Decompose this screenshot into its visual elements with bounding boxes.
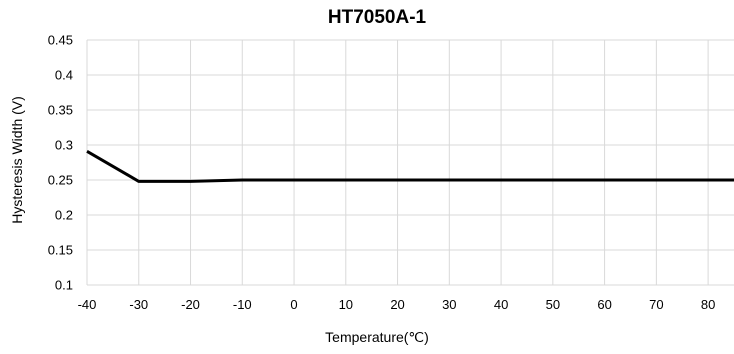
x-tick-label: -40 bbox=[78, 297, 97, 312]
x-tick-label: 80 bbox=[701, 297, 715, 312]
x-tick-label: 30 bbox=[442, 297, 456, 312]
y-tick-label: 0.2 bbox=[55, 208, 73, 223]
x-tick-label: -30 bbox=[129, 297, 148, 312]
x-axis-ticks: -40 -30 -20 -10 0 10 20 30 40 50 60 70 80 bbox=[78, 297, 716, 312]
x-tick-label: 50 bbox=[546, 297, 560, 312]
x-axis-label: Temperature(℃) bbox=[325, 329, 429, 345]
y-axis-ticks: 0.45 0.4 0.35 0.3 0.25 0.2 0.15 0.1 bbox=[48, 33, 73, 293]
series-line bbox=[87, 151, 734, 181]
data-series bbox=[87, 151, 734, 181]
y-tick-label: 0.35 bbox=[48, 103, 73, 118]
chart-title: HT7050A-1 bbox=[328, 7, 427, 28]
x-tick-label: -20 bbox=[181, 297, 200, 312]
x-tick-label: 70 bbox=[649, 297, 663, 312]
x-tick-label: 40 bbox=[494, 297, 508, 312]
x-tick-label: -10 bbox=[233, 297, 252, 312]
y-tick-label: 0.45 bbox=[48, 33, 73, 48]
y-tick-label: 0.3 bbox=[55, 138, 73, 153]
gridlines bbox=[87, 40, 734, 285]
x-tick-label: 60 bbox=[597, 297, 611, 312]
y-tick-label: 0.15 bbox=[48, 243, 73, 258]
x-tick-label: 20 bbox=[390, 297, 404, 312]
y-tick-label: 0.25 bbox=[48, 173, 73, 188]
y-axis-label: Hysteresis Width (V) bbox=[9, 96, 25, 224]
y-tick-label: 0.1 bbox=[55, 278, 73, 293]
x-tick-label: 10 bbox=[339, 297, 353, 312]
y-tick-label: 0.4 bbox=[55, 68, 73, 83]
x-tick-label: 0 bbox=[290, 297, 297, 312]
